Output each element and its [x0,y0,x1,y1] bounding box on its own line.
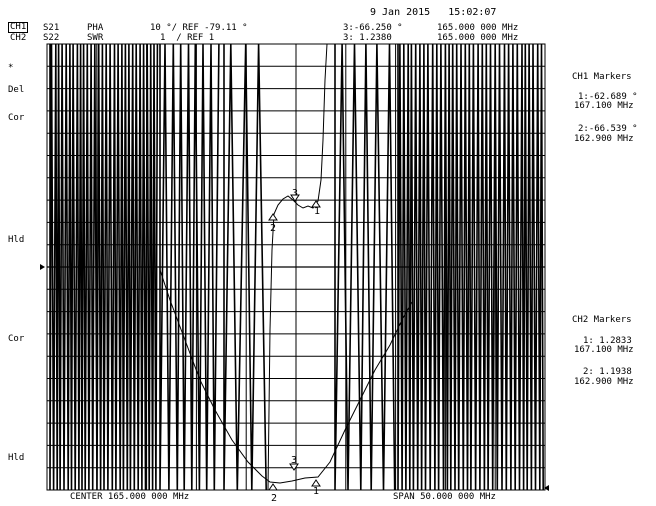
ch1-marker2-value: 2:-66.539 ° [578,124,638,134]
ch1-marker1-value: 1:-62.689 ° [578,92,638,102]
ch1-marker-2-icon [268,213,278,221]
phase-sweep-right-dense [397,43,544,491]
ch2-marker1-freq: 167.100 MHz [574,345,634,355]
ch2-marker-2-icon [268,483,278,491]
ch1-scale-ref: 10 °/ REF -79.11 ° [150,23,248,33]
annotation-ch2-hold: Hld [8,453,25,463]
date-time: 9 Jan 2015 15:02:07 [370,7,497,18]
ch1-format: PHA [87,23,104,33]
ch2-marker1-value: 1: 1.2833 [583,336,632,346]
phase-sweep-left [159,43,220,491]
ch2-marker-2-label: 2 [271,493,277,504]
ch2-marker-1-icon [311,479,321,487]
phase-sweep-left-dense [49,43,159,491]
annotation-asterisk: * [8,63,14,73]
ch2-marker3-freq: 165.000 000 MHz [437,33,519,43]
ch2-marker-3-icon [289,463,299,471]
annotation-ch1-hold: Hld [8,235,25,245]
ch1-marker-1-icon [311,200,321,208]
annotation-ch1-correction: Cor [8,113,25,123]
ch2-scale-ref: 1 / REF 1 [160,33,215,43]
ch1-marker3-freq: 165.000 000 MHz [437,23,519,33]
ch1-marker3-value: 3:-66.250 ° [343,23,403,33]
annotation-delay: Del [8,85,25,95]
center-frequency: CENTER 165.000 000 MHz [70,492,190,502]
phase-passband-segment [267,43,328,491]
ch1-parameter: S21 [43,23,60,33]
ch1-marker-2-label: 2 [270,223,276,234]
ch1-marker-3-label: 3 [292,188,298,199]
ch1-markers-title: CH1 Markers [572,72,632,82]
ch2-swr-trace [159,269,413,484]
ch2-marker2-value: 2: 1.1938 [583,367,632,377]
ch2-reference-pointer-icon [544,485,549,491]
ch2-markers-title: CH2 Markers [572,315,632,325]
ch1-marker2-freq: 162.900 MHz [574,134,634,144]
ch1-marker1-freq: 167.100 MHz [574,101,634,111]
ch2-marker-3-label: 3 [291,455,297,466]
reference-pointer-icon [40,264,45,270]
swr-curve [159,269,413,484]
ch2-marker2-freq: 162.900 MHz [574,377,634,387]
ch2-parameter: S22 [43,33,60,43]
trace-markers: 1 2 3 1 2 3 [268,188,321,504]
phase-sweep-left-sparse [223,43,267,491]
ch1-phase-trace [49,43,544,491]
ch2-marker3-value: 3: 1.2380 [343,33,392,43]
ch1-channel-label[interactable]: CH1 [8,22,29,33]
ch2-format: SWR [87,33,104,43]
ch2-marker-1-label: 1 [313,486,319,497]
annotation-ch2-correction: Cor [8,334,25,344]
phase-sweep-right-sparse [334,43,396,491]
ch1-marker-1-label: 1 [314,206,320,217]
ch1-marker-3-icon [290,194,300,202]
ch2-channel-label[interactable]: CH2 [10,33,27,43]
frequency-span: SPAN 50.000 000 MHz [393,492,496,502]
